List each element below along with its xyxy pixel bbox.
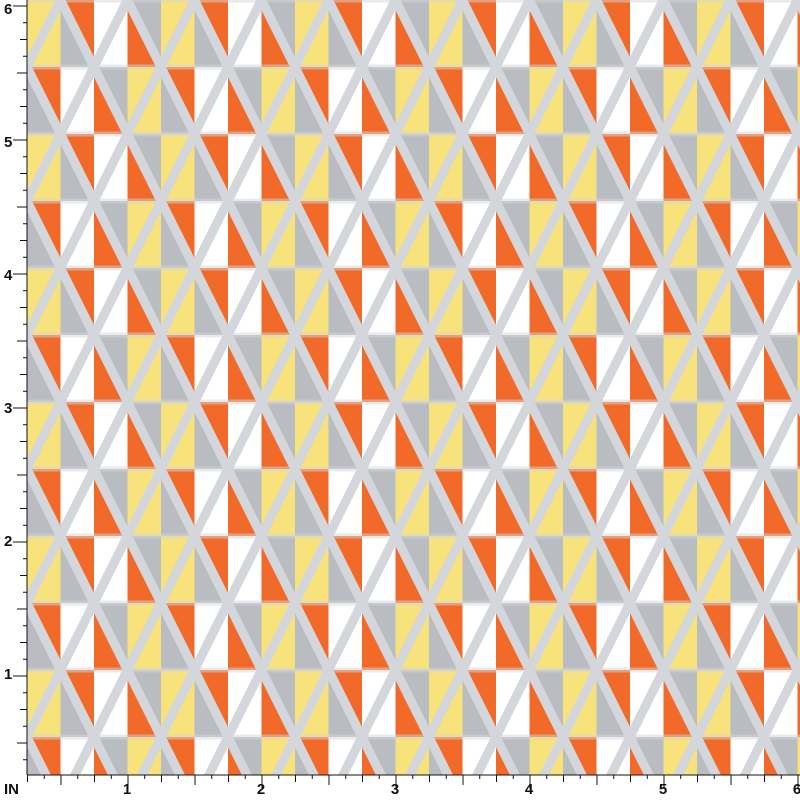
ruler-label: 4 xyxy=(4,267,13,284)
ruler-label: 2 xyxy=(4,533,12,550)
ruler-label: 5 xyxy=(659,781,667,798)
ruler-label: 6 xyxy=(4,1,12,18)
fabric-pattern xyxy=(27,0,800,775)
ruler-label: 1 xyxy=(123,781,131,798)
ruler-label: 6 xyxy=(793,781,800,798)
ruler-label: 4 xyxy=(525,781,534,798)
ruler-unit: IN xyxy=(4,781,19,798)
ruler-label: 3 xyxy=(391,781,399,798)
ruler-label: 5 xyxy=(4,134,12,151)
ruler-label: 2 xyxy=(257,781,265,798)
ruler-label: 3 xyxy=(4,400,12,417)
ruler-label: 1 xyxy=(4,666,12,683)
